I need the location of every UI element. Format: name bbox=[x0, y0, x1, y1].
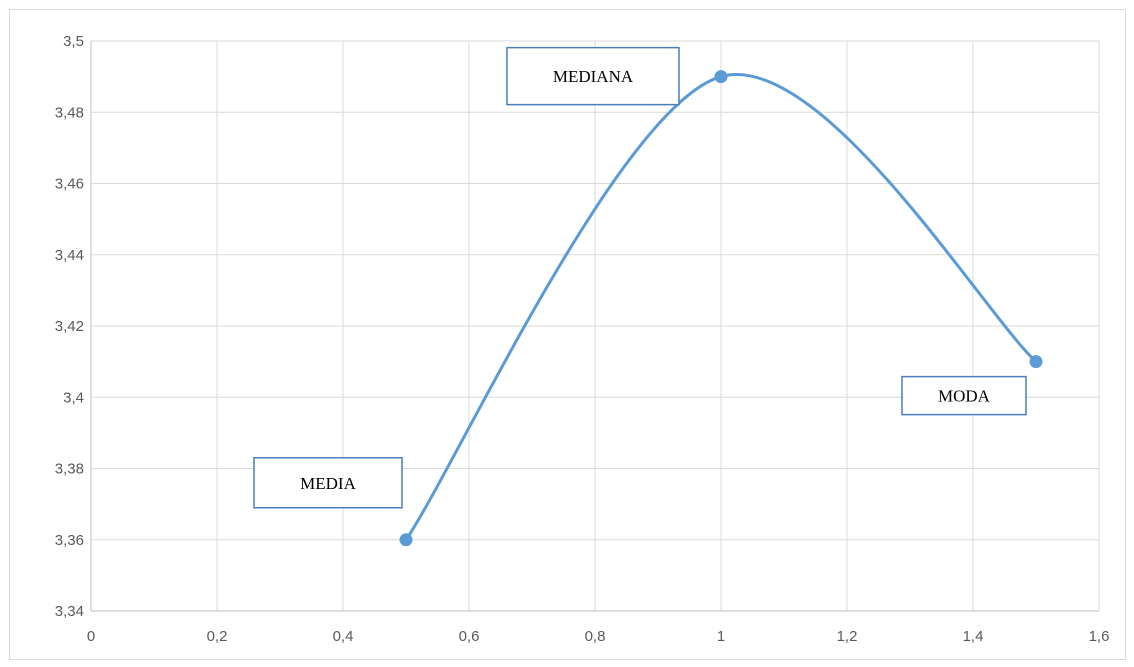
annotation-box bbox=[901, 375, 1027, 416]
data-point bbox=[399, 533, 413, 547]
y-tick-label: 3,46 bbox=[55, 176, 84, 193]
y-tick-label: 3,44 bbox=[55, 247, 84, 264]
x-tick-label: 1,2 bbox=[837, 628, 858, 645]
annotation-label: MODA bbox=[938, 387, 991, 406]
axes bbox=[90, 41, 1099, 612]
y-tick-label: 3,38 bbox=[55, 461, 84, 478]
annotation-label: MEDIA bbox=[300, 474, 356, 493]
y-tick-label: 3,4 bbox=[63, 389, 84, 406]
x-tick-label: 0,8 bbox=[585, 628, 606, 645]
x-tick-label: 1 bbox=[717, 628, 725, 645]
annotation-box bbox=[506, 46, 680, 106]
tick-labels: 0 0,2 0,4 0,6 0,8 1 1,2 1,4 1,6 3,34 3,36 3,38 3,4 3,… bbox=[55, 33, 1110, 645]
x-tick-label: 0,4 bbox=[333, 628, 354, 645]
x-tick-label: 0,6 bbox=[459, 628, 480, 645]
x-tick-label: 0,2 bbox=[207, 628, 228, 645]
y-tick-label: 3,42 bbox=[55, 318, 84, 335]
chart-frame bbox=[9, 9, 1126, 660]
annotation-label: MEDIANA bbox=[553, 67, 634, 86]
annotations: MEDIA MEDIANA MODA bbox=[253, 46, 1027, 509]
data-point bbox=[714, 70, 728, 84]
grid bbox=[91, 40, 1100, 611]
annotation-box bbox=[253, 457, 403, 509]
series-layer bbox=[399, 70, 1043, 547]
x-tick-label: 0 bbox=[87, 628, 95, 645]
y-tick-label: 3,5 bbox=[63, 33, 84, 50]
y-tick-label: 3,34 bbox=[55, 603, 84, 620]
data-point bbox=[1029, 355, 1043, 369]
x-tick-label: 1,4 bbox=[963, 628, 984, 645]
y-tick-label: 3,48 bbox=[55, 104, 84, 121]
x-tick-label: 1,6 bbox=[1089, 628, 1110, 645]
y-tick-label: 3,36 bbox=[55, 532, 84, 549]
